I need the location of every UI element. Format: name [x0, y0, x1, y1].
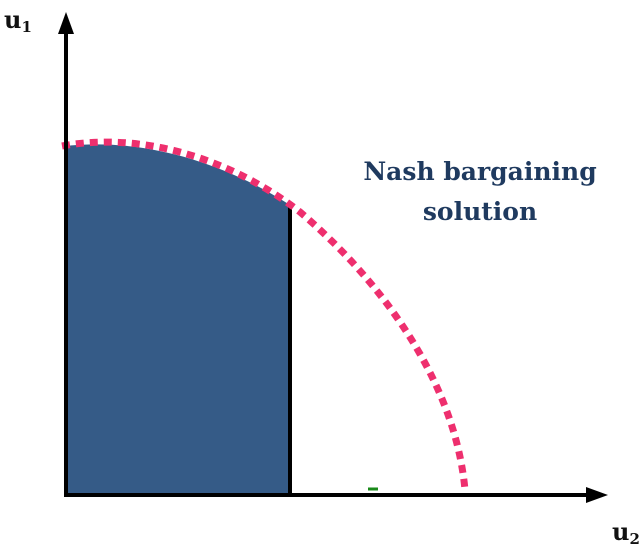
x-axis-label-main: u: [612, 517, 630, 546]
shaded-region: [66, 144, 290, 496]
y-axis-label-main: u: [4, 5, 22, 34]
annotation-line-1: Nash bargaining: [363, 157, 597, 186]
x-axis-arrowhead: [586, 487, 608, 503]
x-axis-label-subscript: 2: [629, 530, 640, 548]
utility-frontier: [61, 138, 469, 491]
y-axis-label-subscript: 1: [21, 18, 32, 36]
y-axis-label: u1: [4, 8, 32, 35]
nash-solution-annotation: Nash bargaining solution: [345, 152, 615, 232]
x-axis-label: u2: [612, 520, 640, 547]
y-axis-arrowhead: [58, 12, 74, 34]
annotation-line-2: solution: [422, 197, 538, 226]
